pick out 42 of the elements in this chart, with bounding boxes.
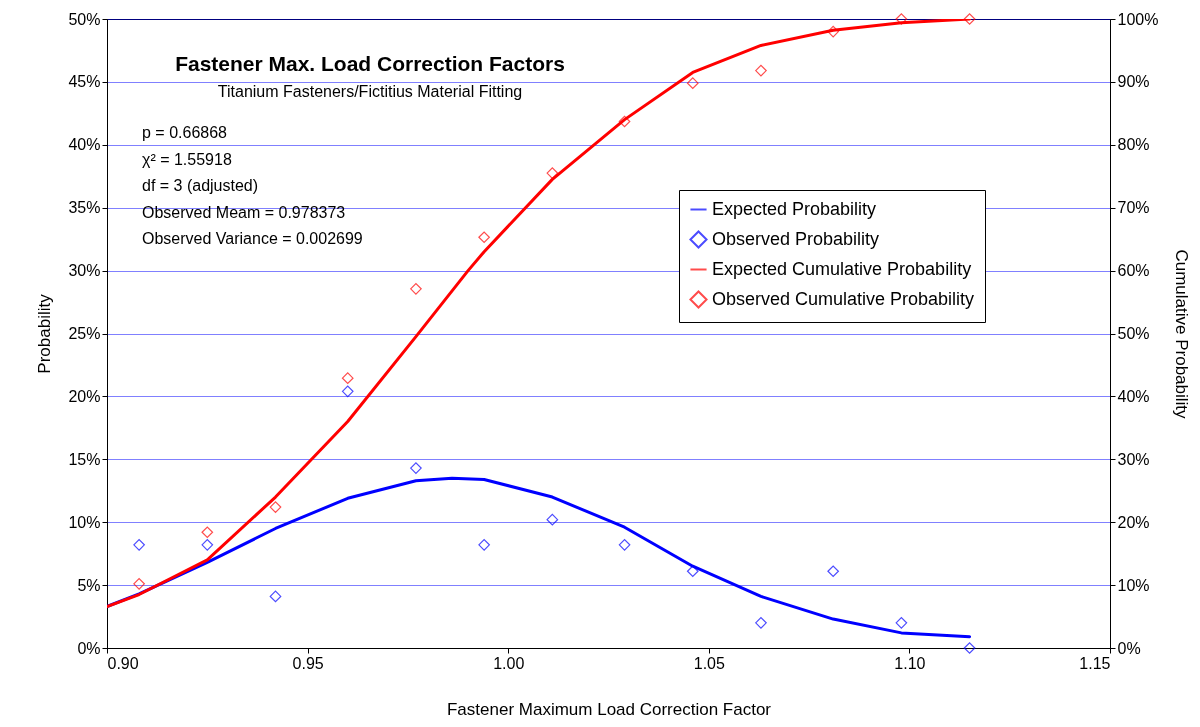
- y-tick-label: 30%: [68, 262, 101, 280]
- legend-label: Observed Probability: [712, 228, 880, 249]
- x-tick-label: 0.95: [292, 654, 324, 672]
- y-tick-label: 5%: [77, 576, 101, 594]
- x-axis-title: Fastener Maximum Load Correction Factor: [446, 699, 772, 719]
- y2-tick-label: 60%: [1117, 262, 1150, 280]
- y-tick-label: 15%: [68, 450, 101, 468]
- y-tick-label: 10%: [68, 513, 101, 531]
- y-tick-label: 45%: [68, 73, 101, 91]
- y2-axis-title: Cumulative Probability: [1172, 249, 1192, 420]
- y-tick-label: 35%: [68, 199, 101, 217]
- y2-tick-label: 10%: [1117, 576, 1150, 594]
- y-tick-label: 0%: [77, 639, 101, 657]
- y2-tick-label: 90%: [1117, 73, 1150, 91]
- y2-tick-label: 20%: [1117, 513, 1150, 531]
- text: Titanium Fasteners/Fictitius Material Fitting: [217, 83, 523, 100]
- y-tick-label: 20%: [68, 387, 101, 405]
- annotation: df = 3 (adjusted): [142, 177, 259, 194]
- y2-tick-label: 0%: [1117, 639, 1141, 657]
- text: Fastener Max. Load Correction Factors: [175, 52, 565, 75]
- y-axis-title: Probability: [35, 293, 55, 374]
- annotation: p = 0.66868: [142, 124, 228, 141]
- y2-tick-label: 30%: [1117, 450, 1150, 468]
- y2-tick-label: 40%: [1117, 387, 1150, 405]
- y-tick-label: 40%: [68, 136, 101, 154]
- y2-tick-label: 50%: [1117, 325, 1150, 342]
- x-tick-label: 1.15: [1079, 654, 1111, 672]
- y-tick-label: 25%: [68, 325, 101, 342]
- y2-tick-label: 100%: [1117, 10, 1159, 28]
- annotation: χ² = 1.55918: [142, 150, 232, 168]
- y2-tick-label: 80%: [1117, 136, 1150, 154]
- legend-label: Expected Cumulative Probability: [712, 258, 972, 279]
- legend-label: Expected Probability: [712, 198, 877, 219]
- y2-tick-label: 70%: [1117, 199, 1150, 217]
- x-tick-label: 1.00: [493, 654, 525, 672]
- annotation: Observed Variance = 0.002699: [142, 230, 363, 247]
- x-tick-label: 1.10: [894, 654, 926, 672]
- legend-label: Observed Cumulative Probability: [712, 288, 975, 309]
- x-tick-label: 0.90: [107, 654, 139, 672]
- x-tick-label: 1.05: [693, 654, 725, 672]
- annotation: Observed Meam = 0.978373: [142, 203, 346, 221]
- y-tick-label: 50%: [68, 10, 101, 28]
